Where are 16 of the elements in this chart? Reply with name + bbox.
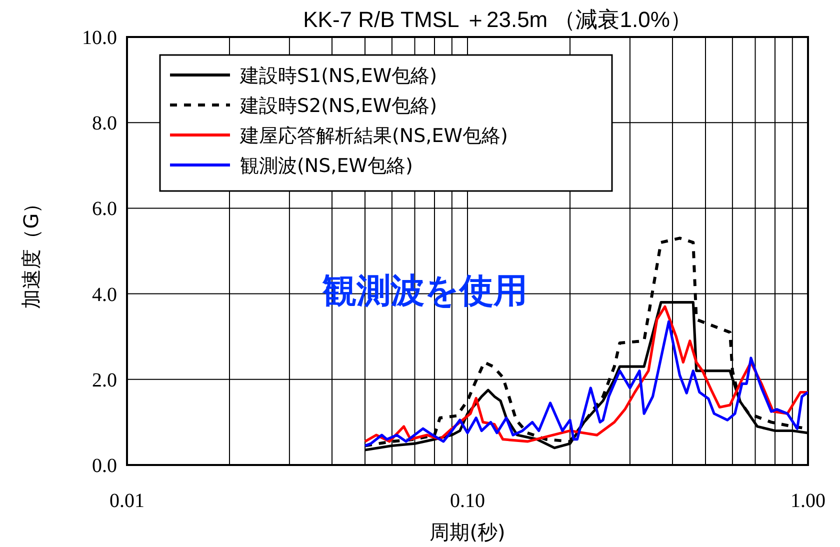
y-tick-label: 8.0 [92,112,117,135]
legend-label: 建屋応答解析結果(NS,EW包絡) [239,125,508,147]
y-tick-label: 0.0 [92,455,117,477]
x-axis-title: 周期(秒) [430,520,506,544]
legend-label: 建設時S2(NS,EW包絡) [239,95,438,117]
legend-label: 建設時S1(NS,EW包絡) [239,65,438,87]
y-axis-title: 加速度（G） [19,193,43,309]
y-tick-label: 2.0 [92,369,117,392]
legend-label: 観測波(NS,EW包絡) [240,155,413,177]
y-tick-label: 6.0 [92,198,117,220]
y-tick-label: 4.0 [92,284,117,306]
x-tick-label: 0.10 [450,490,485,512]
x-tick-label: 1.00 [790,490,826,512]
x-tick-label: 0.01 [110,490,144,512]
y-tick-label: 10.0 [82,27,117,49]
chart-title: KK-7 R/B TMSL ＋23.5m （減衰1.0%） [303,7,692,32]
